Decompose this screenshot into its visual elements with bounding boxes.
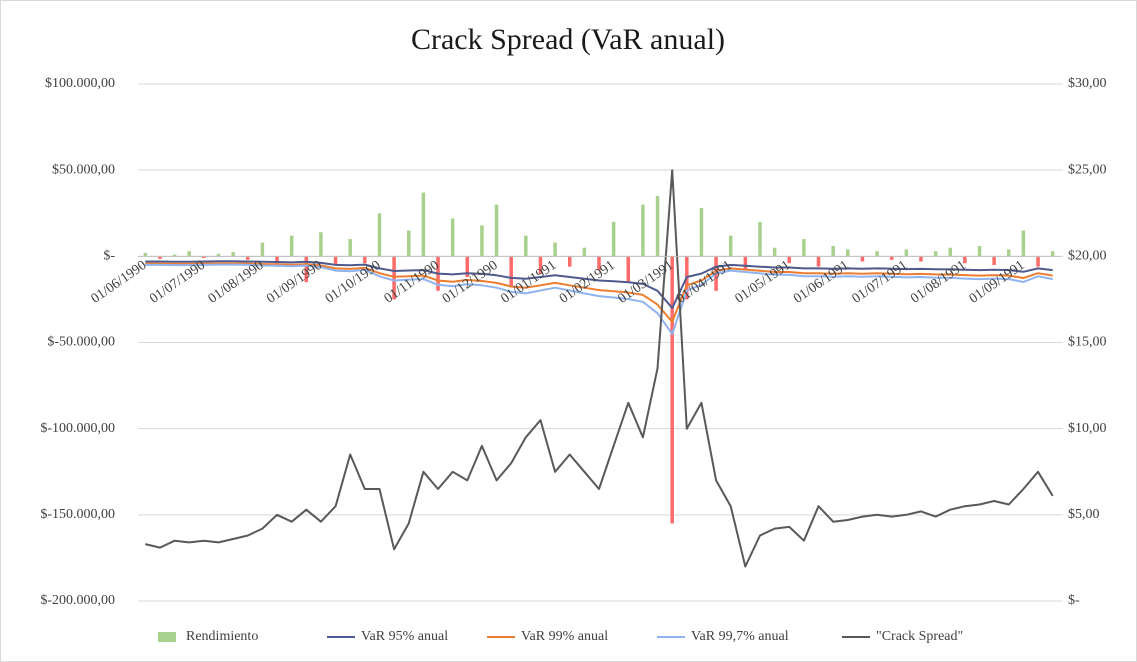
- bar: [553, 242, 557, 257]
- bar: [333, 256, 338, 265]
- bar: [772, 247, 777, 257]
- bar: [641, 204, 645, 257]
- bar: [699, 208, 704, 257]
- line-series: [145, 262, 1053, 323]
- legend-label: Rendimiento: [186, 629, 258, 644]
- bar: [597, 256, 601, 271]
- legend-label: VaR 95% anual: [361, 629, 448, 644]
- bar: [611, 221, 616, 257]
- bar: [231, 252, 235, 257]
- bar: [246, 256, 250, 260]
- bar: [392, 256, 396, 300]
- bar: [363, 256, 367, 264]
- y-tick-label: $100.000,00: [45, 76, 115, 91]
- y2-tick-label: $5,00: [1068, 507, 1100, 522]
- bar: [260, 242, 265, 257]
- bar: [567, 256, 572, 267]
- bar: [216, 253, 221, 257]
- y-tick-label: $-50.000,00: [47, 335, 115, 350]
- bar: [670, 256, 674, 524]
- bar: [919, 256, 923, 262]
- bar: [860, 256, 865, 262]
- bar: [875, 251, 879, 257]
- bar: [992, 256, 996, 265]
- bar: [187, 251, 191, 257]
- bar: [655, 196, 660, 257]
- bar: [728, 235, 733, 257]
- bar: [494, 204, 499, 257]
- bar: [1050, 251, 1055, 257]
- bar: [963, 256, 967, 264]
- bar: [743, 256, 748, 271]
- line-series: [145, 263, 1053, 335]
- bar: [465, 256, 470, 278]
- bar: [377, 213, 382, 257]
- bar: [538, 256, 543, 274]
- bar: [406, 230, 411, 257]
- bar: [348, 239, 352, 257]
- y-tick-label: $-150.000,00: [40, 507, 115, 522]
- legend-label: VaR 99,7% anual: [691, 629, 789, 644]
- bar: [787, 256, 792, 264]
- y2-tick-label: $25,00: [1068, 162, 1107, 177]
- bar: [758, 221, 762, 257]
- bar: [172, 254, 177, 257]
- y-tick-label: $50.000,00: [52, 162, 115, 177]
- bar: [1021, 230, 1026, 257]
- bar: [480, 225, 484, 257]
- bar: [802, 239, 806, 257]
- y-tick-label: $-: [103, 249, 115, 264]
- y2-tick-label: $15,00: [1068, 335, 1107, 350]
- bar: [304, 256, 309, 283]
- bar: [1007, 249, 1011, 257]
- legend-label: VaR 99% anual: [521, 629, 608, 644]
- legend-swatch: [158, 632, 176, 642]
- bar: [933, 251, 938, 257]
- bar: [977, 245, 982, 257]
- y2-tick-label: $-: [1068, 593, 1080, 608]
- y-tick-label: $-200.000,00: [40, 593, 115, 608]
- legend-label: "Crack Spread": [876, 629, 963, 644]
- bar: [289, 235, 294, 257]
- bar: [158, 256, 162, 259]
- bar: [626, 256, 631, 283]
- bar: [889, 256, 894, 260]
- y2-tick-label: $30,00: [1068, 76, 1107, 91]
- bar: [450, 218, 455, 257]
- bar: [904, 249, 909, 257]
- bar: [1036, 256, 1040, 267]
- bar: [319, 232, 323, 257]
- bar: [816, 256, 821, 267]
- bar: [143, 252, 148, 257]
- bar: [831, 245, 835, 257]
- y-tick-label: $-100.000,00: [40, 421, 115, 436]
- y2-tick-label: $20,00: [1068, 249, 1107, 264]
- line-series: [145, 260, 1053, 309]
- bar: [202, 256, 206, 259]
- bar: [509, 256, 513, 288]
- bar: [421, 192, 426, 257]
- bar: [948, 247, 952, 257]
- bar: [524, 235, 528, 257]
- y2-tick-label: $10,00: [1068, 421, 1107, 436]
- bar: [582, 247, 587, 257]
- line-series: [145, 169, 1054, 568]
- bar: [846, 249, 850, 257]
- chart-title: Crack Spread (VaR anual): [411, 23, 725, 56]
